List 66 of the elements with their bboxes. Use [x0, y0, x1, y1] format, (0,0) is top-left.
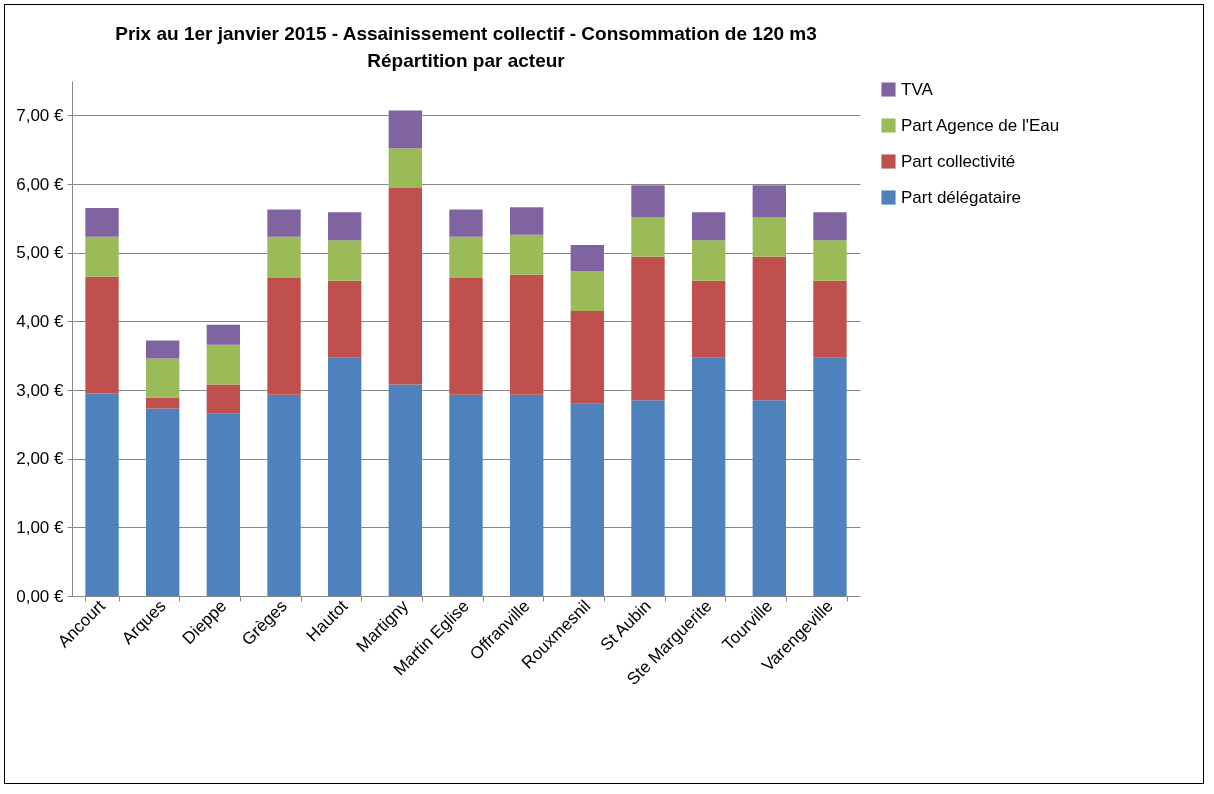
bar [85, 208, 119, 237]
bar [509, 394, 544, 596]
bar [388, 188, 423, 385]
bar [813, 212, 847, 241]
bar [752, 185, 786, 217]
bar [146, 397, 180, 409]
bar [146, 358, 180, 398]
bar [631, 185, 665, 217]
bar [267, 236, 301, 279]
chart-subtitle: Répartition par acteur [367, 50, 566, 71]
bar [509, 207, 544, 235]
bar [449, 236, 483, 279]
bar [691, 212, 726, 241]
bar [570, 311, 605, 404]
y-tick-label: 1,00 € [16, 517, 65, 537]
legend-label: TVA [901, 79, 934, 99]
y-tick-label: 0,00 € [16, 586, 65, 606]
bar [691, 357, 726, 596]
bar [388, 148, 423, 189]
bar [631, 256, 665, 401]
y-tick-label: 5,00 € [16, 243, 65, 263]
bar [570, 403, 605, 596]
bar [752, 256, 786, 401]
bar [570, 271, 605, 312]
bar [146, 408, 180, 596]
bar [206, 384, 241, 414]
bar [327, 212, 362, 241]
bar [449, 278, 483, 395]
bar [752, 400, 786, 596]
bar [85, 393, 119, 596]
bar [206, 344, 241, 385]
bar [631, 216, 665, 257]
bar [146, 340, 180, 359]
bar [691, 280, 726, 358]
bar [85, 236, 119, 277]
bar [449, 209, 483, 237]
legend-label: Part délégataire [901, 187, 1022, 207]
bar [631, 400, 665, 596]
bar [570, 245, 605, 272]
bar [327, 357, 362, 596]
bar [85, 276, 119, 394]
bar [388, 110, 423, 149]
bar [267, 209, 301, 237]
y-tick-label: 7,00 € [16, 105, 65, 125]
bar [267, 394, 301, 596]
chart-title: Prix au 1er janvier 2015 - Assainissement collectif - Consommation de 120 m3 [115, 23, 817, 44]
legend-label: Part Agence de l'Eau [901, 115, 1060, 135]
bar [691, 240, 726, 281]
bar [813, 240, 847, 281]
bar [206, 413, 241, 596]
bar [752, 216, 786, 257]
y-tick-label: 2,00 € [16, 449, 65, 469]
bar [327, 240, 362, 281]
legend-label: Part collectivité [901, 151, 1016, 171]
bar [327, 280, 362, 358]
bar [449, 394, 483, 596]
bar [509, 274, 544, 395]
y-tick-label: 3,00 € [16, 380, 65, 400]
bar [206, 324, 241, 345]
bar [267, 278, 301, 395]
bar [813, 280, 847, 358]
bar [509, 234, 544, 275]
bar [388, 384, 423, 596]
y-tick-label: 6,00 € [16, 174, 65, 194]
y-tick-label: 4,00 € [16, 311, 65, 331]
bar [813, 357, 847, 596]
